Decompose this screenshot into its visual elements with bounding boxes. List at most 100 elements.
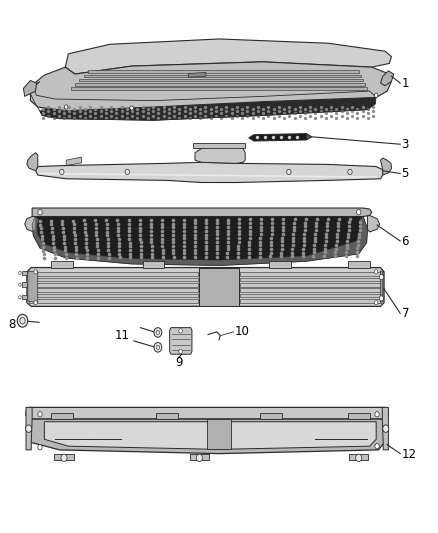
- Circle shape: [287, 169, 291, 174]
- Polygon shape: [35, 163, 383, 182]
- Circle shape: [179, 350, 182, 354]
- Polygon shape: [32, 208, 372, 216]
- Circle shape: [18, 271, 21, 274]
- Polygon shape: [75, 83, 365, 86]
- Polygon shape: [29, 294, 198, 297]
- Circle shape: [196, 454, 202, 462]
- Circle shape: [17, 314, 28, 327]
- Circle shape: [357, 209, 361, 215]
- Circle shape: [125, 169, 130, 174]
- Polygon shape: [382, 407, 389, 450]
- Polygon shape: [88, 70, 359, 73]
- Circle shape: [60, 169, 64, 174]
- Text: 7: 7: [402, 308, 409, 320]
- Polygon shape: [249, 134, 311, 141]
- Polygon shape: [21, 295, 27, 300]
- Polygon shape: [25, 216, 35, 231]
- Circle shape: [34, 301, 37, 305]
- Polygon shape: [30, 62, 392, 111]
- Polygon shape: [51, 261, 73, 268]
- Polygon shape: [40, 98, 376, 120]
- Polygon shape: [207, 419, 231, 449]
- Circle shape: [154, 328, 162, 337]
- Circle shape: [64, 105, 68, 109]
- Polygon shape: [170, 328, 192, 354]
- Text: 6: 6: [402, 235, 409, 248]
- Circle shape: [383, 425, 389, 432]
- Circle shape: [375, 411, 379, 417]
- Polygon shape: [66, 157, 81, 165]
- Polygon shape: [84, 75, 361, 77]
- Circle shape: [130, 106, 134, 110]
- Circle shape: [25, 425, 32, 432]
- Polygon shape: [44, 422, 376, 449]
- Polygon shape: [190, 454, 209, 460]
- Polygon shape: [240, 283, 383, 287]
- Circle shape: [379, 274, 384, 280]
- Polygon shape: [27, 153, 38, 171]
- Text: 9: 9: [175, 356, 183, 369]
- Circle shape: [18, 283, 21, 286]
- Polygon shape: [29, 288, 198, 292]
- Polygon shape: [155, 413, 177, 419]
- Polygon shape: [143, 261, 164, 268]
- Polygon shape: [26, 407, 32, 450]
- Polygon shape: [71, 87, 367, 90]
- Polygon shape: [65, 39, 392, 74]
- Polygon shape: [381, 71, 394, 86]
- Polygon shape: [27, 268, 384, 306]
- Polygon shape: [240, 288, 383, 292]
- Polygon shape: [240, 294, 383, 297]
- Polygon shape: [348, 413, 370, 419]
- Polygon shape: [349, 454, 368, 460]
- Polygon shape: [29, 283, 198, 287]
- Polygon shape: [240, 272, 383, 276]
- Polygon shape: [29, 299, 198, 303]
- Circle shape: [38, 445, 42, 450]
- Circle shape: [379, 296, 384, 301]
- Polygon shape: [240, 299, 383, 303]
- Circle shape: [374, 270, 378, 274]
- Circle shape: [375, 443, 379, 449]
- Polygon shape: [29, 272, 198, 276]
- Polygon shape: [29, 419, 385, 454]
- Polygon shape: [29, 278, 198, 281]
- Text: 1: 1: [402, 77, 409, 90]
- Text: 8: 8: [9, 318, 16, 331]
- Polygon shape: [26, 407, 389, 419]
- Polygon shape: [306, 134, 311, 140]
- Circle shape: [154, 343, 162, 352]
- Polygon shape: [269, 261, 291, 268]
- Text: 10: 10: [234, 325, 249, 338]
- Polygon shape: [23, 80, 36, 96]
- Polygon shape: [188, 72, 206, 77]
- Circle shape: [38, 411, 42, 417]
- Polygon shape: [195, 147, 245, 164]
- Circle shape: [356, 454, 362, 462]
- Polygon shape: [79, 79, 363, 82]
- Circle shape: [34, 270, 37, 274]
- Polygon shape: [381, 158, 392, 175]
- Polygon shape: [367, 215, 380, 232]
- Polygon shape: [51, 413, 73, 419]
- Polygon shape: [54, 454, 74, 460]
- Circle shape: [18, 296, 21, 299]
- Circle shape: [374, 93, 378, 98]
- Polygon shape: [261, 413, 283, 419]
- Circle shape: [348, 169, 352, 174]
- Polygon shape: [28, 271, 38, 303]
- Polygon shape: [348, 261, 370, 268]
- Text: 3: 3: [402, 138, 409, 151]
- Polygon shape: [21, 271, 27, 275]
- Circle shape: [374, 301, 378, 305]
- Circle shape: [61, 454, 67, 462]
- Polygon shape: [32, 216, 367, 265]
- Circle shape: [38, 209, 42, 215]
- Text: 12: 12: [402, 448, 417, 461]
- Polygon shape: [193, 143, 245, 149]
- Polygon shape: [32, 216, 367, 265]
- Polygon shape: [381, 271, 383, 303]
- Polygon shape: [21, 282, 27, 287]
- Text: 11: 11: [114, 329, 130, 342]
- Polygon shape: [199, 268, 239, 306]
